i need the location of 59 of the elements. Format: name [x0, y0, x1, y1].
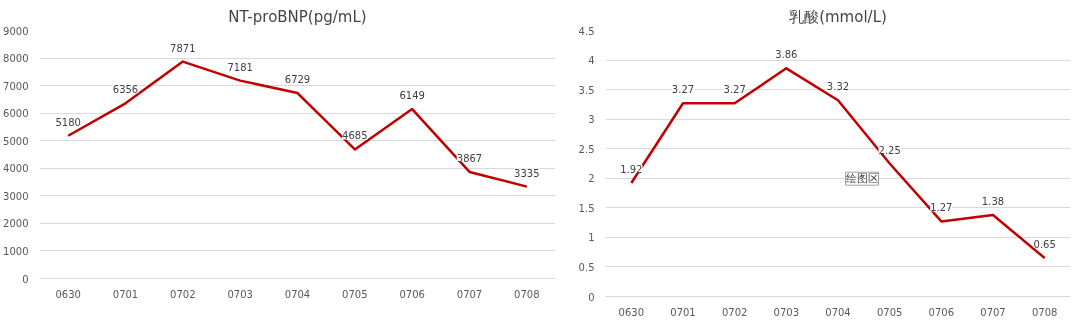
data-label: 3.27 [671, 84, 695, 96]
data-label: 3.32 [826, 81, 850, 93]
data-label: 1.38 [981, 195, 1005, 207]
data-label: 1.27 [930, 202, 953, 214]
y-tick-label: 4000 [3, 163, 29, 175]
y-tick-label: 1 [588, 232, 595, 244]
y-tick-label: 5000 [3, 135, 29, 147]
y-tick-label: 0.5 [578, 261, 595, 273]
data-label: 6729 [284, 74, 311, 86]
x-tick-label: 0704 [284, 288, 311, 300]
data-label: 1.92 [620, 164, 643, 176]
x-tick-label: 0630 [55, 288, 81, 300]
data-label: 2.25 [878, 144, 901, 156]
y-tick-label: 0 [588, 291, 595, 303]
x-tick-label: 0704 [825, 306, 851, 318]
data-label: 0.65 [1033, 239, 1056, 251]
y-tick-label: 3 [588, 114, 595, 126]
y-tick-label: 4 [588, 55, 595, 67]
x-tick-label: 0701 [670, 306, 696, 318]
x-tick-label: 0705 [876, 306, 903, 318]
y-tick-label: 8000 [3, 53, 29, 65]
data-label: 3867 [456, 152, 483, 164]
chart-title: NT-proBNP(pg/mL) [228, 7, 367, 26]
x-tick-label: 0703 [227, 288, 253, 300]
y-tick-label: 2 [588, 173, 595, 185]
data-label: 6149 [399, 90, 425, 102]
y-tick-label: 4.5 [578, 25, 595, 37]
x-tick-label: 0702 [721, 306, 748, 318]
y-tick-label: 0 [22, 273, 29, 285]
x-tick-label: 0707 [456, 288, 483, 300]
y-tick-label: 2.5 [578, 143, 595, 155]
y-tick-label: 6000 [3, 108, 29, 120]
y-tick-label: 7000 [3, 80, 29, 92]
x-tick-label: 0706 [928, 306, 955, 318]
y-tick-label: 2000 [3, 218, 29, 230]
x-tick-label: 0703 [773, 306, 800, 318]
data-label: 5180 [55, 116, 81, 128]
data-label: 4685 [342, 130, 368, 142]
x-tick-label: 0701 [112, 288, 139, 300]
x-tick-label: 0708 [514, 288, 540, 300]
data-label: 3335 [514, 167, 540, 179]
x-tick-label: 0630 [618, 306, 645, 318]
annotation: 绘图区 [845, 172, 879, 186]
x-tick-label: 0702 [170, 288, 196, 300]
data-label: 3.86 [775, 49, 798, 61]
data-label: 7181 [227, 61, 253, 73]
y-tick-label: 9000 [3, 25, 29, 37]
data-label: 6356 [112, 84, 139, 96]
y-tick-label: 1.5 [578, 202, 595, 214]
y-tick-label: 3.5 [578, 84, 595, 96]
y-tick-label: 3000 [3, 190, 29, 202]
x-tick-label: 0706 [399, 288, 425, 300]
y-tick-label: 1000 [3, 245, 29, 257]
x-tick-label: 0705 [342, 288, 368, 300]
chart-title: 乳酸(mmol/L) [789, 7, 887, 26]
x-tick-label: 0708 [1031, 306, 1058, 318]
x-tick-label: 0707 [980, 306, 1006, 318]
data-label: 3.27 [723, 84, 746, 96]
data-label: 7871 [170, 42, 196, 54]
